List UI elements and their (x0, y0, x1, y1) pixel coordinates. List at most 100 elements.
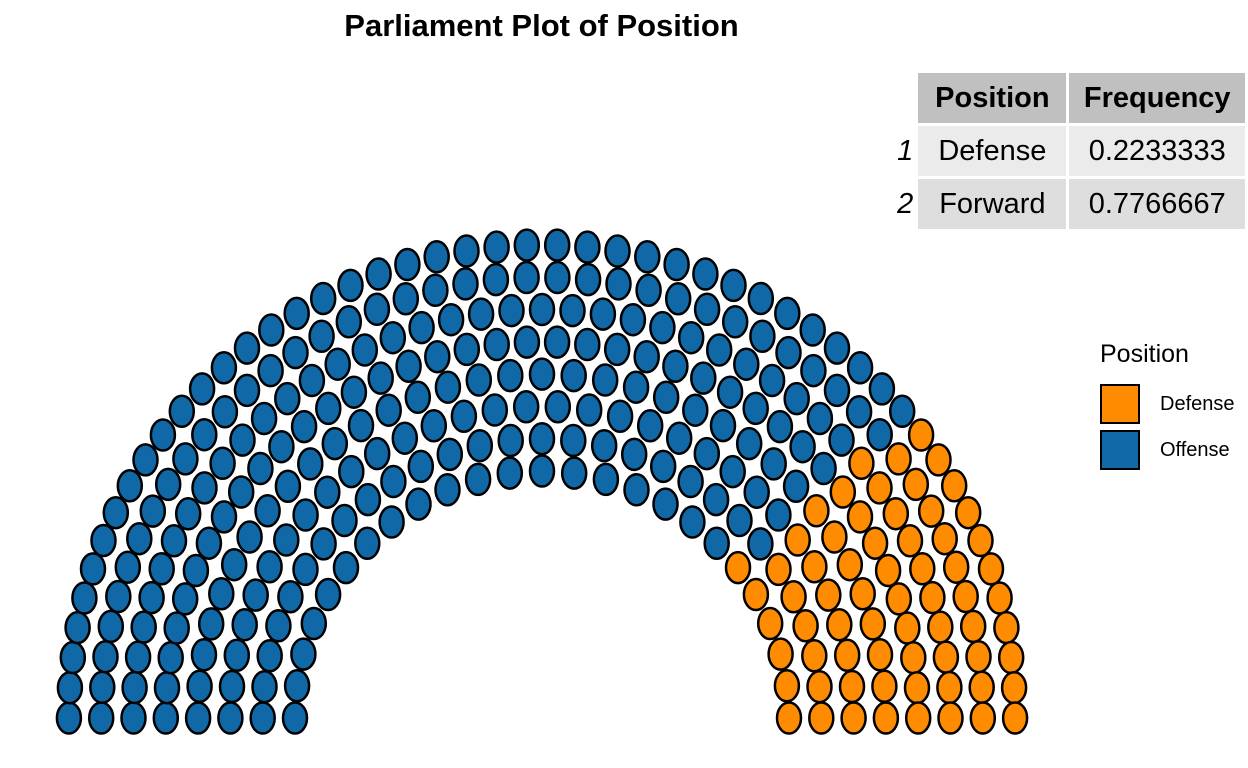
seat-offense (497, 423, 524, 458)
seat-offense (174, 497, 202, 531)
seat-defense (959, 609, 987, 644)
seat-defense (801, 550, 828, 584)
seat-offense (709, 408, 737, 443)
seat-defense (993, 610, 1020, 645)
seat-offense (719, 454, 746, 489)
seat-offense (148, 552, 175, 586)
seat-offense (87, 701, 115, 735)
seat-offense (789, 429, 816, 464)
seat-offense (652, 487, 679, 521)
seat-defense (936, 670, 963, 705)
seat-offense (210, 351, 238, 385)
seat-defense (724, 550, 752, 585)
seat-offense (633, 339, 660, 374)
seat-offense (733, 347, 760, 381)
seat-offense (823, 331, 851, 365)
seat-offense (265, 609, 292, 643)
seat-offense (247, 451, 274, 486)
legend-item-defense: Defense (1100, 381, 1235, 427)
seat-defense (784, 523, 811, 557)
seat-defense (986, 581, 1013, 615)
seat-offense (482, 262, 510, 297)
seat-offense (735, 426, 763, 461)
seat-defense (965, 639, 992, 674)
seat-offense (528, 292, 556, 327)
seat-offense (251, 669, 278, 704)
seat-offense (89, 670, 116, 705)
seat-defense (808, 701, 835, 735)
seat-offense (543, 228, 571, 262)
seat-defense (849, 577, 876, 611)
seat-offense (636, 409, 664, 443)
seat-offense (434, 370, 462, 404)
seat-defense (969, 701, 997, 735)
legend-key-offense (1100, 430, 1140, 470)
seat-offense (331, 503, 358, 538)
seat-offense (574, 262, 602, 297)
seat-defense (840, 701, 867, 735)
seat-offense (823, 373, 851, 408)
seat-offense (866, 417, 893, 452)
seat-offense (138, 580, 165, 615)
seat-offense (513, 260, 540, 295)
seat-offense (649, 310, 676, 345)
seat-offense (404, 380, 432, 415)
seat-defense (829, 475, 857, 509)
seat-defense (874, 553, 902, 588)
seat-offense (782, 469, 810, 504)
table-row: 2 Forward 0.7766667 (879, 176, 1248, 232)
seat-defense (952, 579, 979, 614)
seat-offense (379, 320, 407, 355)
seat-offense (590, 428, 618, 463)
seat-offense (378, 505, 405, 539)
seat-offense (283, 669, 311, 703)
seat-defense (866, 471, 893, 505)
seat-offense (191, 417, 218, 452)
seat-offense (130, 610, 157, 644)
seat-offense (544, 260, 571, 295)
seat-offense (149, 418, 177, 452)
legend-title: Position (1100, 340, 1189, 368)
seat-offense (422, 273, 449, 308)
seat-offense (682, 393, 709, 427)
seat-defense (885, 442, 912, 476)
seat-offense (229, 423, 256, 457)
seat-offense (217, 701, 244, 735)
seat-offense (450, 399, 478, 434)
seat-offense (242, 578, 269, 612)
table-cell-position: Forward (915, 176, 1070, 232)
seat-offense (210, 500, 238, 534)
seat-offense (665, 421, 693, 455)
seat-offense (274, 469, 302, 504)
seat-offense (184, 701, 212, 735)
seat-offense (392, 282, 420, 316)
seat-offense (481, 393, 509, 427)
seat-defense (909, 552, 936, 586)
seat-offense (591, 363, 619, 397)
seat-offense (806, 401, 834, 436)
table-row: 1 Defense 0.2233333 (879, 123, 1248, 179)
seat-defense (900, 640, 927, 675)
seat-offense (679, 505, 706, 539)
seat-offense (394, 247, 421, 282)
seat-defense (756, 606, 784, 641)
seat-offense (693, 292, 721, 327)
seat-defense (885, 582, 913, 616)
seat-offense (55, 701, 83, 735)
seat-offense (64, 610, 91, 645)
seat-offense (256, 550, 283, 584)
seat-offense (97, 609, 125, 644)
seat-offense (102, 495, 130, 530)
seat-offense (589, 297, 617, 331)
seat-offense (677, 320, 705, 355)
seat-offense (211, 395, 239, 429)
seat-offense (888, 394, 916, 429)
seat-defense (932, 640, 960, 674)
seat-defense (848, 446, 875, 481)
seat-offense (423, 240, 450, 274)
seat-offense (620, 437, 648, 472)
table-row-number: 1 (879, 123, 919, 179)
seat-offense (453, 332, 481, 367)
legend-label-defense: Defense (1160, 392, 1235, 415)
chart-title: Parliament Plot of Position (344, 8, 739, 43)
